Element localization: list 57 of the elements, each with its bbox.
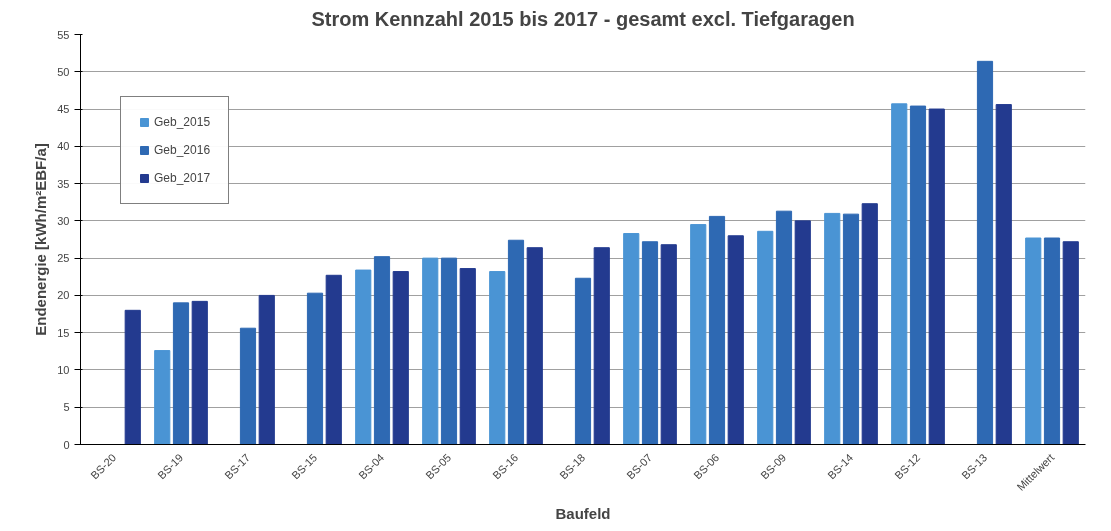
y-tick-label: 15 bbox=[57, 326, 70, 339]
bar bbox=[757, 230, 774, 445]
bar bbox=[928, 108, 945, 445]
bar bbox=[727, 235, 744, 445]
bar bbox=[976, 60, 994, 445]
bar bbox=[660, 244, 677, 445]
bar bbox=[861, 203, 878, 445]
y-tick-label: 45 bbox=[57, 103, 70, 116]
bar bbox=[1062, 241, 1079, 445]
bar bbox=[306, 292, 324, 445]
x-axis-title: Baufeld bbox=[555, 505, 611, 523]
bar bbox=[154, 350, 171, 445]
bar bbox=[995, 104, 1012, 445]
bar bbox=[891, 103, 908, 445]
bar bbox=[623, 233, 640, 445]
y-tick-label: 50 bbox=[57, 65, 70, 78]
bar bbox=[459, 268, 476, 445]
y-tick-label: 30 bbox=[57, 214, 70, 227]
y-tick-label: 55 bbox=[57, 28, 70, 41]
bar bbox=[124, 309, 141, 445]
y-tick-label: 10 bbox=[57, 363, 70, 376]
bar bbox=[526, 247, 543, 445]
bar bbox=[373, 256, 391, 445]
y-tick-label: 35 bbox=[57, 177, 70, 190]
legend-label: Geb_2017 bbox=[154, 171, 211, 185]
y-tick-label: 25 bbox=[57, 252, 70, 265]
bar bbox=[355, 269, 372, 445]
y-tick-label: 0 bbox=[63, 438, 70, 451]
bar bbox=[422, 257, 439, 445]
bar bbox=[641, 241, 659, 445]
y-axis-title: Endenergie [kWh/m²EBF/a] bbox=[32, 143, 50, 336]
bar bbox=[909, 105, 927, 445]
y-tick-label: 5 bbox=[63, 401, 70, 414]
bar bbox=[489, 271, 506, 445]
bar bbox=[690, 224, 707, 445]
legend-label: Geb_2016 bbox=[154, 143, 211, 157]
bar bbox=[574, 277, 592, 445]
bar bbox=[1043, 237, 1061, 445]
y-tick-label: 20 bbox=[57, 289, 70, 302]
bar bbox=[775, 210, 793, 445]
bar bbox=[392, 271, 409, 445]
chart-title: Strom Kennzahl 2015 bis 2017 - gesamt excl. Tiefgaragen bbox=[311, 7, 855, 30]
bar bbox=[258, 294, 275, 445]
bar bbox=[593, 247, 610, 445]
bar bbox=[794, 220, 811, 445]
bar bbox=[708, 215, 726, 445]
bar bbox=[172, 302, 190, 445]
bar bbox=[191, 300, 208, 445]
legend-label: Geb_2015 bbox=[154, 115, 211, 129]
bar bbox=[239, 327, 257, 445]
bar bbox=[1025, 237, 1042, 445]
bar bbox=[842, 213, 860, 445]
bar bbox=[507, 239, 525, 445]
bar bbox=[440, 257, 458, 445]
y-tick-label: 40 bbox=[57, 140, 70, 153]
bar bbox=[824, 212, 841, 445]
bar bbox=[325, 274, 342, 445]
